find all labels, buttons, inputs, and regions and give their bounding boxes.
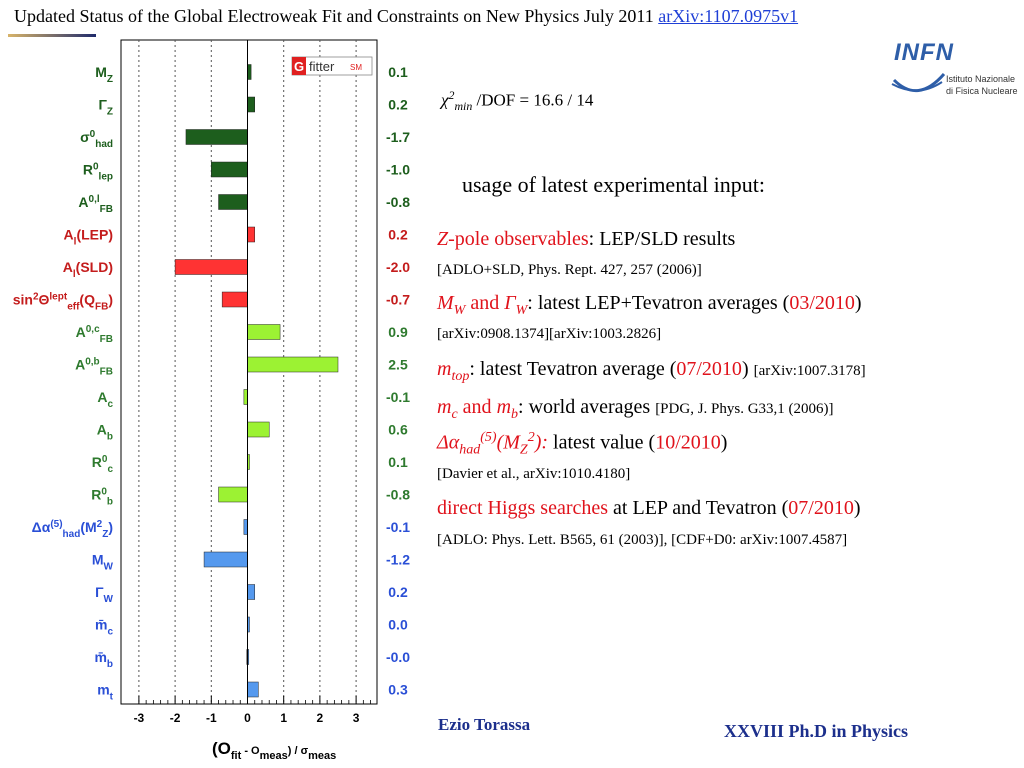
value-label-15: -1.2 — [386, 552, 410, 568]
bar-11 — [247, 421, 270, 438]
bar-0 — [247, 64, 252, 80]
value-label-19: 0.3 — [388, 682, 408, 698]
x-tick-label: 0 — [244, 711, 251, 725]
gfitter-label: fitter — [309, 59, 335, 74]
category-label-16: ΓW — [95, 584, 113, 605]
value-label-0: 0.1 — [388, 64, 408, 80]
bar-3 — [211, 161, 248, 178]
category-label-14: Δα(5)had(M2Z) — [32, 519, 113, 540]
category-label-17: m̄c — [95, 617, 113, 638]
zpole-line: Z-pole observables: LEP/SLD results — [437, 228, 736, 250]
title-text: Updated Status of the Global Electroweak… — [14, 6, 654, 26]
bar-1 — [247, 96, 255, 113]
value-label-8: 0.9 — [388, 324, 408, 340]
infn-logo: INFN Istituto Nazionale di Fisica Nuclea… — [888, 34, 1024, 100]
mw-ref: [arXiv:0908.1374][arXiv:1003.2826] — [437, 326, 662, 342]
value-label-13: -0.8 — [386, 487, 410, 503]
bar-6 — [174, 259, 248, 275]
value-label-9: 2.5 — [388, 357, 408, 373]
category-label-9: A0,bFB — [75, 357, 113, 378]
pull-chart: -3 -2 -1 0 1 2 3 (Ofit - Omeas) / σmeas MZ 0.1 ΓZ 0… — [13, 39, 410, 762]
author-name: Ezio Torassa — [438, 715, 531, 734]
alpha-ref: [Davier et al., arXiv:1010.4180] — [437, 466, 631, 482]
category-label-10: Ac — [97, 389, 113, 410]
chi2-text: χ2min /DOF = 16.6 / 14 — [441, 88, 594, 114]
bar-13 — [218, 486, 248, 503]
x-axis-label: (Ofit - Omeas) / σmeas — [212, 739, 336, 762]
value-label-5: 0.2 — [388, 227, 408, 243]
value-label-6: -2.0 — [386, 259, 410, 275]
category-label-18: m̄b — [94, 649, 113, 670]
value-label-1: 0.2 — [388, 97, 408, 113]
category-label-19: mt — [97, 682, 113, 703]
infn-brand: INFN — [894, 39, 954, 66]
value-label-14: -0.1 — [386, 519, 410, 535]
category-label-12: R0c — [92, 454, 114, 475]
value-label-12: 0.1 — [388, 454, 408, 470]
bar-15 — [203, 551, 248, 568]
category-label-11: Ab — [97, 422, 113, 443]
alpha-line: Δαhad(5)(MZ2): latest value (10/2010) — [437, 430, 728, 458]
arxiv-link[interactable]: arXiv:1107.0975v1 — [658, 6, 799, 26]
higgs-ref: [ADLO: Phys. Lett. B565, 61 (2003)], [CD… — [437, 532, 848, 548]
category-label-13: R0b — [91, 487, 113, 508]
bar-14 — [243, 519, 248, 535]
category-label-6: Al(SLD) — [63, 259, 113, 280]
category-label-7: sin2Θlepteff(QFB) — [13, 292, 113, 313]
x-tick-label: -1 — [206, 711, 217, 725]
infn-line1: Istituto Nazionale — [946, 74, 1016, 84]
bar-4 — [218, 194, 248, 210]
category-label-5: Al(LEP) — [64, 227, 113, 248]
title-decoration — [8, 34, 96, 37]
gfitter-sm-label: SM — [350, 63, 362, 72]
x-tick-label: 2 — [317, 711, 324, 725]
mcmb-line: mc and mb: world averages [PDG, J. Phys.… — [437, 396, 834, 422]
gfitter-g-label: G — [294, 59, 304, 74]
value-label-7: -0.7 — [386, 292, 410, 308]
bar-8 — [247, 324, 281, 340]
x-tick-label: -2 — [170, 711, 181, 725]
mtop-line: mtop: latest Tevatron average (07/2010) … — [437, 358, 866, 384]
higgs-line: direct Higgs searches at LEP and Tevatro… — [437, 497, 861, 519]
slide-title: Updated Status of the Global Electroweak… — [14, 6, 798, 27]
value-label-10: -0.1 — [386, 389, 410, 405]
value-label-16: 0.2 — [388, 584, 408, 600]
category-label-3: R0lep — [83, 162, 113, 183]
infn-line2: di Fisica Nucleare — [946, 86, 1018, 96]
x-tick-label: -3 — [134, 711, 145, 725]
x-tick-label: 3 — [353, 711, 360, 725]
usage-heading: usage of latest experimental input: — [462, 172, 766, 197]
category-label-15: MW — [92, 552, 114, 573]
value-label-18: -0.0 — [386, 649, 410, 665]
category-label-4: A0,lFB — [78, 194, 113, 215]
category-label-0: MZ — [95, 64, 113, 85]
bar-5 — [247, 226, 255, 243]
category-label-8: A0,cFB — [76, 324, 113, 345]
bar-9 — [247, 356, 339, 373]
gfitter-g-box — [292, 57, 306, 75]
value-label-17: 0.0 — [388, 617, 408, 633]
infn-swoosh-icon — [891, 73, 946, 93]
bar-16 — [247, 584, 255, 600]
bar-2 — [185, 129, 248, 145]
category-label-2: σ0had — [80, 129, 113, 150]
value-label-4: -0.8 — [386, 194, 410, 210]
mw-line: MW and ΓW: latest LEP+Tevatron averages … — [437, 292, 862, 318]
value-label-3: -1.0 — [386, 162, 410, 178]
bar-19 — [247, 681, 259, 698]
value-label-11: 0.6 — [388, 422, 408, 438]
zpole-ref: [ADLO+SLD, Phys. Rept. 427, 257 (2006)] — [437, 262, 702, 278]
bar-7 — [221, 291, 248, 308]
x-tick-label: 1 — [280, 711, 287, 725]
value-label-2: -1.7 — [386, 129, 410, 145]
bar-10 — [243, 389, 248, 405]
category-label-1: ΓZ — [98, 97, 113, 118]
footer-course: XXVIII Ph.D in Physics — [724, 721, 909, 741]
